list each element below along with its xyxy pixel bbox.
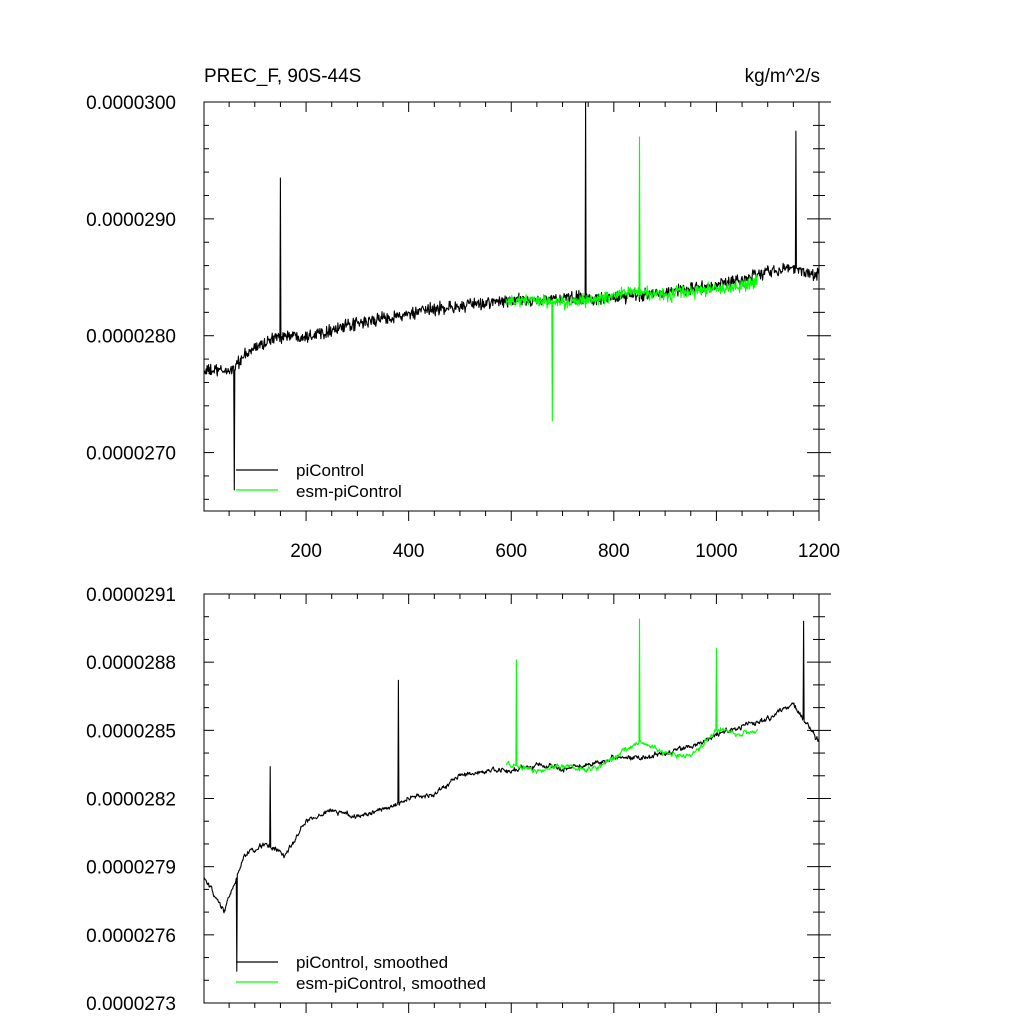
x-tick-label: 200 (290, 541, 322, 562)
legend-label-picontrol-smoothed: piControl, smoothed (296, 953, 448, 972)
x-tick-label: 1200 (798, 541, 840, 562)
bottom-legend: piControl, smoothed esm-piControl, smoot… (236, 953, 486, 993)
top-title-units: kg/m^2/s (745, 66, 820, 87)
top-title-left: PREC_F, 90S-44S (204, 66, 361, 87)
bottom-series-lines (203, 618, 820, 972)
legend-label-esm-picontrol-smoothed: esm-piControl, smoothed (296, 974, 486, 993)
y-tick-label: 0.0000279 (86, 858, 176, 879)
bottom-axis-ticks (204, 593, 831, 1013)
y-tick-label: 0.0000276 (86, 926, 176, 947)
y-tick-label: 0.0000273 (86, 994, 176, 1015)
top-x-tick-labels: 200 400 600 800 1000 1200 (290, 541, 840, 562)
series-line-picontrol-smoothed (203, 620, 820, 972)
legend-label-picontrol: piControl (296, 461, 364, 480)
y-tick-label: 0.0000291 (86, 585, 176, 606)
y-tick-label: 0.0000290 (86, 210, 176, 231)
y-tick-label: 0.0000288 (86, 653, 176, 674)
top-axis-ticks (204, 101, 831, 521)
top-legend: piControl esm-piControl (236, 461, 402, 501)
y-tick-label: 0.0000282 (86, 790, 176, 811)
top-y-tick-labels: 0.0000270 0.0000280 0.0000290 0.0000300 (86, 93, 176, 465)
series-line-esm-picontrol-smoothed (505, 618, 758, 775)
series-line-esm-picontrol (505, 136, 758, 422)
y-tick-label: 0.0000300 (86, 93, 176, 114)
x-tick-label: 1000 (695, 541, 737, 562)
y-tick-label: 0.0000270 (86, 444, 176, 465)
bottom-y-tick-labels: 0.0000273 0.0000276 0.0000279 0.0000282 0.00… (86, 585, 176, 1015)
y-tick-label: 0.0000285 (86, 721, 176, 742)
top-plot-frame (203, 101, 820, 512)
x-tick-label: 600 (495, 541, 527, 562)
y-tick-label: 0.0000280 (86, 327, 176, 348)
top-series-lines (203, 101, 820, 491)
bottom-panel: 0.0000273 0.0000276 0.0000279 0.0000282 0.00… (86, 585, 831, 1015)
bottom-plot-frame (203, 593, 820, 1004)
legend-label-esm-picontrol: esm-piControl (296, 482, 402, 501)
x-tick-label: 800 (598, 541, 630, 562)
x-tick-label: 400 (393, 541, 425, 562)
top-panel: PREC_F, 90S-44S kg/m^2/s 0.00002700.0000… (86, 66, 840, 562)
